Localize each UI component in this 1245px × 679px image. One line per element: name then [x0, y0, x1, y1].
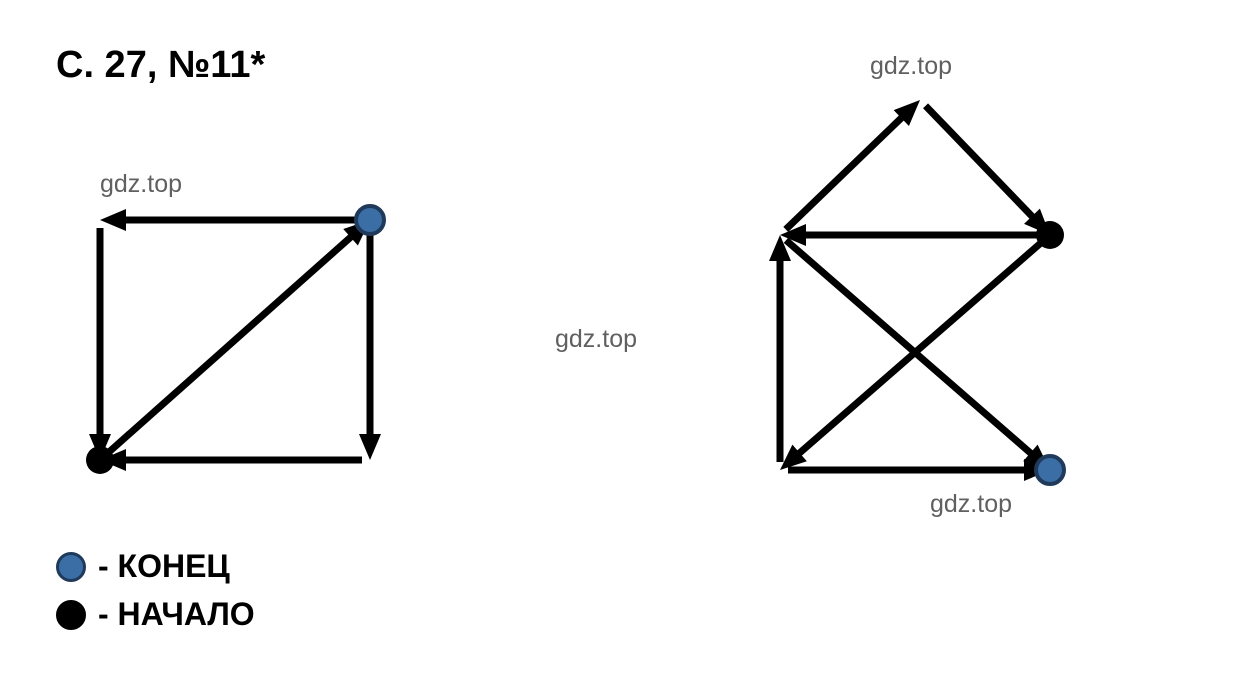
legend-start-label: - НАЧАЛО [98, 596, 255, 633]
legend-end: - КОНЕЦ [56, 548, 230, 585]
diagram-left [50, 190, 430, 500]
legend-end-label: - КОНЕЦ [98, 548, 230, 585]
page-title: С. 27, №11* [56, 44, 265, 87]
legend-start-dot [56, 600, 86, 630]
watermark-2: gdz.top [555, 325, 637, 354]
legend-start: - НАЧАЛО [56, 596, 255, 633]
legend-end-dot [56, 552, 86, 582]
diagram-right [740, 70, 1120, 490]
watermark-4: gdz.top [930, 490, 1012, 519]
